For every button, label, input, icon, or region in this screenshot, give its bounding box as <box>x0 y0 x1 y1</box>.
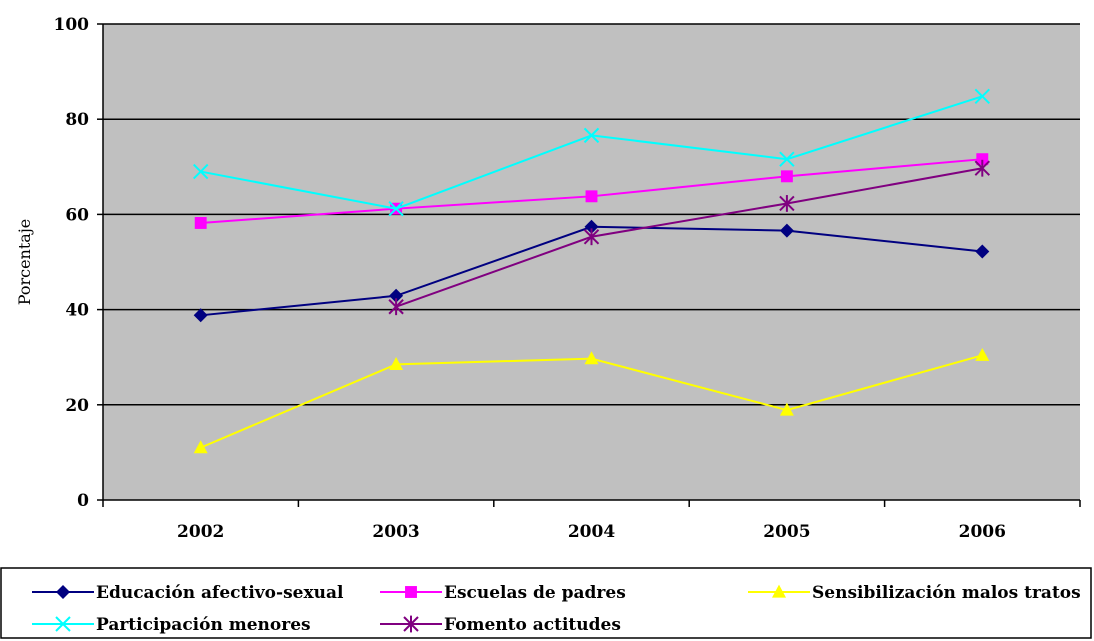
x-tick-label: 2005 <box>763 522 810 542</box>
plot-area <box>103 24 1080 500</box>
x-tick-label: 2006 <box>959 522 1006 542</box>
y-tick-label: 60 <box>65 205 89 225</box>
data-point <box>781 170 793 182</box>
y-tick-label: 0 <box>77 491 89 511</box>
legend-label: Fomento actitudes <box>444 615 621 635</box>
data-point <box>195 217 207 229</box>
y-tick-label: 80 <box>65 110 89 130</box>
y-tick-label: 100 <box>54 15 90 35</box>
y-tick-label: 40 <box>65 301 89 321</box>
legend-label: Sensibilización malos tratos <box>812 583 1081 603</box>
y-tick-label: 20 <box>65 396 89 416</box>
data-point <box>586 190 598 202</box>
legend-label: Participación menores <box>96 615 311 635</box>
x-tick-label: 2003 <box>372 522 419 542</box>
y-axis-title: Porcentaje <box>15 219 34 306</box>
x-tick-label: 2004 <box>568 522 615 542</box>
x-tick-label: 2002 <box>177 522 224 542</box>
legend-label: Escuelas de padres <box>444 583 626 603</box>
legend-marker <box>405 586 417 598</box>
legend-label: Educación afectivo-sexual <box>96 583 344 603</box>
legend: Educación afectivo-sexual Escuelas de pad… <box>1 568 1091 638</box>
